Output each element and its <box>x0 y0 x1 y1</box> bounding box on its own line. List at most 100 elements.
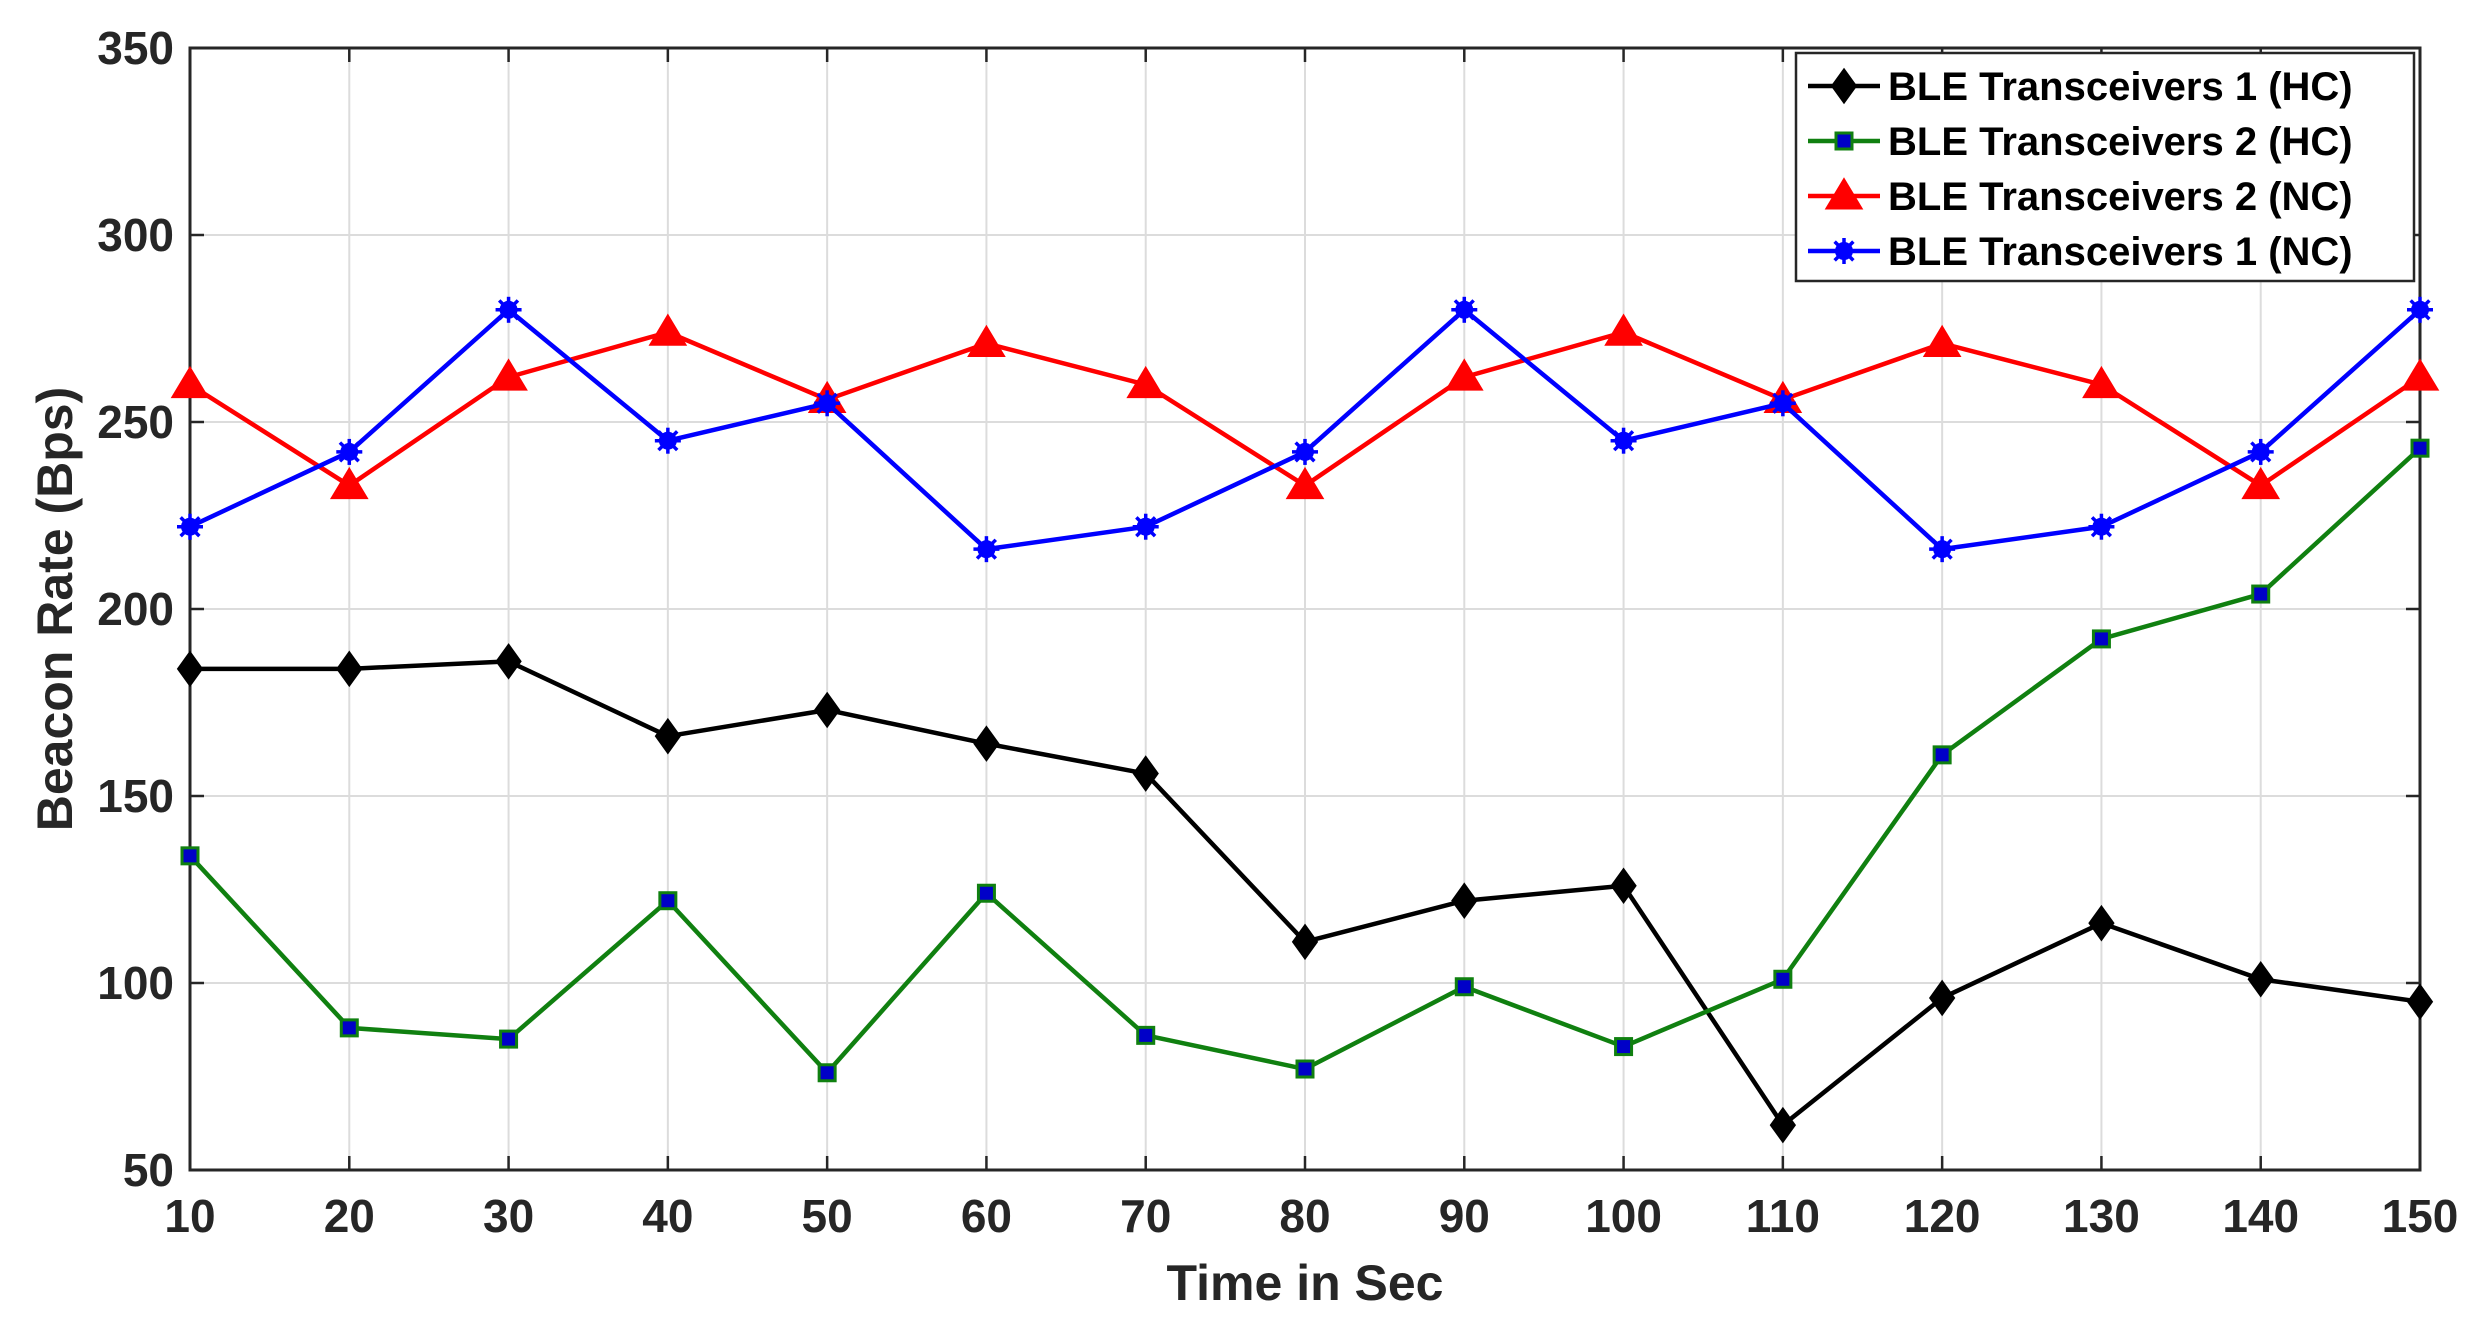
data-point <box>654 427 681 454</box>
marker-spoke <box>2090 516 2113 538</box>
x-tick-label: 30 <box>483 1190 534 1242</box>
data-point <box>489 358 528 391</box>
x-tick-label: 40 <box>642 1190 693 1242</box>
y-tick-label: 150 <box>97 770 174 822</box>
legend-marker <box>1831 238 1857 264</box>
data-point <box>1922 324 1962 357</box>
data-point <box>973 725 1000 762</box>
y-tick-label: 350 <box>97 22 174 74</box>
x-tick-label: 140 <box>2222 1190 2299 1242</box>
data-point <box>967 324 1006 357</box>
data-point <box>1126 365 1166 399</box>
data-point <box>1132 755 1159 792</box>
marker-spoke <box>497 299 520 321</box>
marker-spoke <box>1453 299 1475 321</box>
legend-entry: BLE Transceivers 1 (HC) <box>1808 65 2353 109</box>
data-point <box>1604 313 1643 346</box>
data-point <box>1292 438 1318 465</box>
data-point <box>1451 882 1478 920</box>
data-point <box>336 650 363 688</box>
x-tick-label: 20 <box>324 1190 375 1242</box>
series-2 <box>180 438 2430 1083</box>
series-1 <box>176 643 2434 1144</box>
legend-label: BLE Transceivers 1 (NC) <box>1888 230 2353 274</box>
marker-spoke <box>1772 392 1794 414</box>
x-tick-label: 70 <box>1120 1190 1171 1242</box>
data-point <box>1769 390 1796 417</box>
marker-spoke <box>2250 441 2272 463</box>
x-tick-label: 10 <box>164 1190 215 1242</box>
data-point <box>976 883 996 903</box>
data-point <box>495 643 522 680</box>
x-tick-label: 50 <box>802 1190 853 1242</box>
x-axis-title: Time in Sec <box>1167 1255 1444 1311</box>
series-group <box>170 296 2440 1144</box>
data-point <box>973 536 1000 563</box>
legend-label: BLE Transceivers 1 (HC) <box>1888 65 2353 109</box>
data-point <box>336 438 363 465</box>
y-tick-label: 100 <box>97 957 174 1009</box>
marker-spoke <box>1931 538 1953 560</box>
legend-entries: BLE Transceivers 1 (HC) BLE Transceivers … <box>1808 65 2353 274</box>
legend-marker <box>1830 67 1858 105</box>
marker-spoke <box>1612 430 1635 452</box>
data-point <box>1285 466 1325 500</box>
marker-spoke <box>1135 516 1157 538</box>
x-tick-label: 60 <box>961 1190 1012 1242</box>
data-point <box>329 466 369 500</box>
marker-spoke <box>338 441 360 463</box>
legend-marker <box>1824 177 1864 210</box>
data-point <box>176 650 204 688</box>
data-point <box>1136 1025 1156 1045</box>
data-point <box>648 313 688 346</box>
data-point <box>2247 960 2274 998</box>
x-tick-label: 90 <box>1439 1190 1490 1242</box>
data-point <box>180 846 200 866</box>
y-tick-label: 300 <box>97 209 174 261</box>
x-tick-label: 110 <box>1746 1190 1820 1242</box>
x-tick-label: 150 <box>2382 1190 2459 1242</box>
y-tick-label: 250 <box>97 396 174 448</box>
marker-spoke <box>179 516 201 538</box>
data-point <box>2247 438 2274 465</box>
data-point <box>1928 979 1956 1017</box>
data-point <box>817 1063 837 1083</box>
x-tick-label: 80 <box>1279 1190 1330 1242</box>
data-point <box>2406 983 2434 1020</box>
data-point <box>1132 513 1159 540</box>
data-point <box>658 891 678 911</box>
data-point <box>814 390 841 417</box>
legend-marker <box>1834 131 1854 151</box>
marker-spoke <box>2409 299 2431 321</box>
data-point <box>2251 584 2271 604</box>
data-point <box>2400 358 2440 391</box>
data-point <box>1929 536 1956 563</box>
data-point <box>339 1018 359 1038</box>
data-point <box>1610 427 1637 454</box>
data-point <box>170 365 210 399</box>
legend-label: BLE Transceivers 2 (NC) <box>1888 175 2353 219</box>
x-tick-label: 130 <box>2063 1190 2140 1242</box>
data-point <box>2407 296 2433 323</box>
data-point <box>654 717 682 755</box>
y-axis-ticks: 50 100 150 200 250 300 350 <box>97 22 2420 1196</box>
data-point <box>1614 1037 1634 1057</box>
data-point <box>2088 513 2115 540</box>
data-point <box>1769 1106 1797 1144</box>
data-point <box>1444 358 1484 391</box>
marker-spoke <box>1833 240 1855 262</box>
x-tick-label: 100 <box>1585 1190 1662 1242</box>
data-point <box>1451 296 1478 323</box>
legend-entry: BLE Transceivers 2 (NC) <box>1808 175 2353 219</box>
series-3 <box>170 313 2440 500</box>
data-point <box>2091 629 2111 649</box>
y-tick-label: 200 <box>97 583 174 635</box>
data-point <box>2410 438 2430 458</box>
legend-box <box>1794 51 2416 283</box>
data-point <box>177 513 203 540</box>
data-point <box>2088 904 2115 942</box>
marker-spoke <box>975 538 998 560</box>
marker-spoke <box>816 392 838 414</box>
series-4 <box>177 296 2433 563</box>
